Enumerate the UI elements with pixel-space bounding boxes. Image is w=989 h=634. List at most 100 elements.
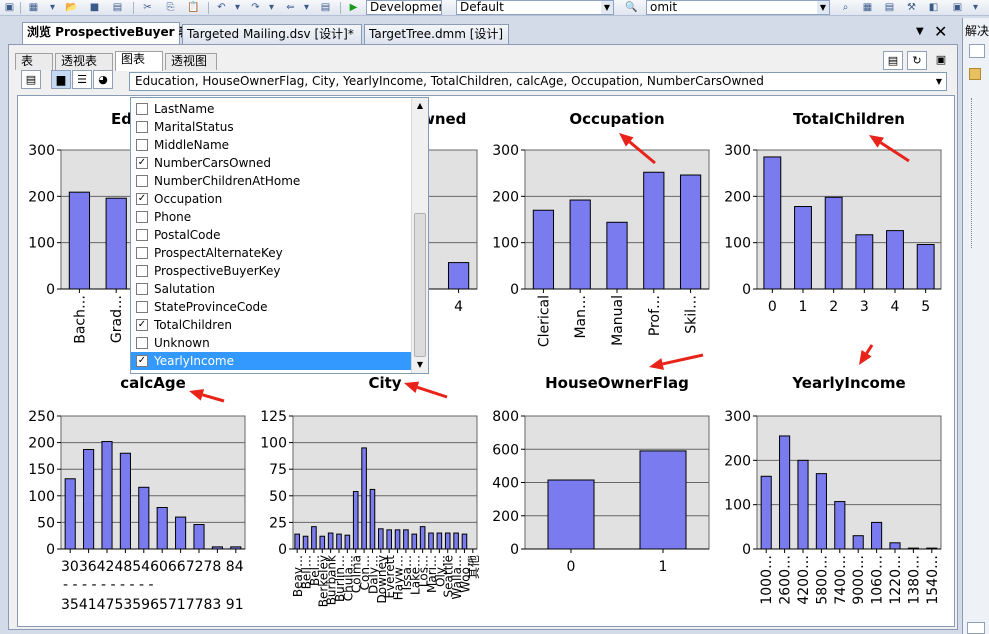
tab-list-dropdown-icon[interactable]: ▼ xyxy=(916,26,924,37)
y-tick-label: 0 xyxy=(510,542,519,558)
pane-tab-icon[interactable] xyxy=(967,622,985,634)
bar xyxy=(926,547,938,550)
column-option[interactable]: ProspectiveBuyerKey xyxy=(131,262,411,280)
chevron-down-icon[interactable]: ▾ xyxy=(49,2,56,13)
properties-icon[interactable]: ▤ xyxy=(884,2,895,13)
pie-chart-icon[interactable]: ◕ xyxy=(93,70,113,89)
chevron-down-icon[interactable]: ▼ xyxy=(935,77,943,86)
solution-explorer-icon[interactable]: ▦ xyxy=(862,2,873,13)
x-tick-label: 1380… xyxy=(906,555,922,605)
checkbox[interactable] xyxy=(136,283,148,295)
start-debugging-icon[interactable]: ▶ xyxy=(349,2,358,13)
checkbox[interactable]: ✓ xyxy=(136,355,148,367)
column-chart-icon[interactable]: ▆ xyxy=(51,70,71,89)
navigate-back-icon[interactable]: ⇐ xyxy=(286,2,295,13)
chevron-down-icon[interactable]: ▾ xyxy=(268,2,275,13)
command-window-icon[interactable]: ▣ xyxy=(952,2,963,13)
scroll-thumb[interactable] xyxy=(414,213,426,357)
solution-platform-combo[interactable]: Default ▼ xyxy=(456,0,614,15)
column-option[interactable]: MaritalStatus xyxy=(131,118,411,136)
column-option[interactable]: ✓ TotalChildren xyxy=(131,316,411,334)
tab-pivot-chart[interactable]: 透视图 xyxy=(165,53,217,70)
column-option[interactable]: ✓ Occupation xyxy=(131,190,411,208)
checkbox[interactable] xyxy=(136,121,148,133)
annotation-arrow xyxy=(628,140,656,165)
column-option-label: PostalCode xyxy=(154,228,221,242)
checkbox[interactable] xyxy=(136,175,148,187)
checkbox[interactable] xyxy=(136,229,148,241)
chevron-down-icon[interactable]: ▼ xyxy=(817,1,829,14)
open-file-icon[interactable]: 📂 xyxy=(65,2,78,13)
chevron-down-icon[interactable]: ▾ xyxy=(303,2,310,13)
copy-icon[interactable]: ⎘ xyxy=(166,2,175,13)
tab-table[interactable]: 表 xyxy=(15,53,53,70)
checkbox[interactable] xyxy=(136,103,148,115)
cut-icon[interactable]: ✂ xyxy=(143,2,152,13)
undo-icon[interactable]: ↶ xyxy=(217,2,226,13)
redo-icon[interactable]: ↷ xyxy=(251,2,260,13)
save-icon[interactable]: ■ xyxy=(89,2,100,13)
column-option[interactable]: LastName xyxy=(131,100,411,118)
tab-pivot-table[interactable]: 透视表 xyxy=(55,53,113,70)
scroll-down-icon[interactable]: ▼ xyxy=(416,360,424,369)
close-icon[interactable]: ✕ xyxy=(934,22,948,41)
new-item-icon[interactable]: ▦ xyxy=(28,2,39,13)
x-tick-label: 1 xyxy=(799,299,808,315)
toolbox-icon[interactable]: ⚒ xyxy=(907,2,916,13)
column-option[interactable]: Salutation xyxy=(131,280,411,298)
window-icon[interactable]: ▣ xyxy=(935,53,947,66)
chevron-down-icon[interactable]: ▾ xyxy=(972,2,979,13)
column-option[interactable]: ✓ NumberCarsOwned xyxy=(131,154,411,172)
solution-configuration-combo[interactable]: Developmer xyxy=(366,0,442,15)
column-option[interactable]: ✓ YearlyIncome xyxy=(131,352,411,370)
pane-button-icon[interactable] xyxy=(969,44,985,58)
navigate-forward-icon[interactable]: ▤ xyxy=(320,2,331,13)
scroll-up-icon[interactable]: ▲ xyxy=(416,101,424,110)
properties-icon[interactable]: ▤ xyxy=(883,51,903,70)
tab-targeted-mailing-dsv[interactable]: Targeted Mailing.dsv [设计]* xyxy=(182,24,362,44)
bar xyxy=(361,447,367,550)
column-option[interactable]: PostalCode xyxy=(131,226,411,244)
column-option[interactable]: MiddleName xyxy=(131,136,411,154)
bar xyxy=(569,199,591,290)
chevron-down-icon[interactable]: ▼ xyxy=(601,1,613,14)
x-tick-label: Bell… xyxy=(300,555,314,589)
x-tick-label: Burbank xyxy=(325,555,339,605)
column-option[interactable]: StateProvinceCode xyxy=(131,298,411,316)
tab-targettree-dmm[interactable]: TargetTree.dmm [设计] xyxy=(364,24,509,44)
find-icon[interactable]: ⌕ xyxy=(842,2,849,13)
object-browser-icon[interactable]: ◧ xyxy=(928,2,939,13)
checkbox[interactable]: ✓ xyxy=(136,193,148,205)
column-chooser-dropdown[interactable]: LastName MaritalStatus MiddleName ✓ NumberCa… xyxy=(130,97,429,374)
checkbox[interactable]: ✓ xyxy=(136,157,148,169)
checkbox[interactable] xyxy=(136,139,148,151)
bar xyxy=(344,534,351,550)
y-tick-label: 300 xyxy=(492,143,519,159)
checkbox[interactable] xyxy=(136,265,148,277)
tab-label: 图表 xyxy=(121,52,146,66)
save-all-icon[interactable]: ▤ xyxy=(112,2,123,13)
navigate-icon[interactable]: ▣ xyxy=(4,2,15,13)
x-tick-label: Colma xyxy=(350,555,364,593)
field-list-icon[interactable]: ▤ xyxy=(21,70,41,89)
tab-chart[interactable]: 图表 xyxy=(115,51,163,71)
column-selector[interactable]: Education, HouseOwnerFlag, City, YearlyI… xyxy=(129,72,947,91)
annotation-arrow xyxy=(202,393,225,403)
checkbox[interactable]: ✓ xyxy=(136,319,148,331)
bar-chart-icon[interactable]: ☰ xyxy=(72,70,92,89)
find-combo[interactable]: omit ▼ xyxy=(646,0,830,15)
checkbox[interactable] xyxy=(136,301,148,313)
checkbox[interactable] xyxy=(136,211,148,223)
find-in-files-icon[interactable]: 🔍 xyxy=(625,2,638,13)
tab-browse-prospectivebuyer[interactable]: 浏览 ProspectiveBuyer 表 xyxy=(22,22,191,44)
paste-icon[interactable]: 📋 xyxy=(187,2,200,13)
column-option[interactable]: Unknown xyxy=(131,334,411,352)
dropdown-scrollbar[interactable]: ▲ ▼ xyxy=(411,98,428,373)
column-option[interactable]: NumberChildrenAtHome xyxy=(131,172,411,190)
checkbox[interactable] xyxy=(136,247,148,259)
column-option[interactable]: ProspectAlternateKey xyxy=(131,244,411,262)
chevron-down-icon[interactable]: ▾ xyxy=(234,2,241,13)
refresh-icon[interactable]: ↻ xyxy=(907,51,927,70)
checkbox[interactable] xyxy=(136,337,148,349)
column-option[interactable]: Phone xyxy=(131,208,411,226)
